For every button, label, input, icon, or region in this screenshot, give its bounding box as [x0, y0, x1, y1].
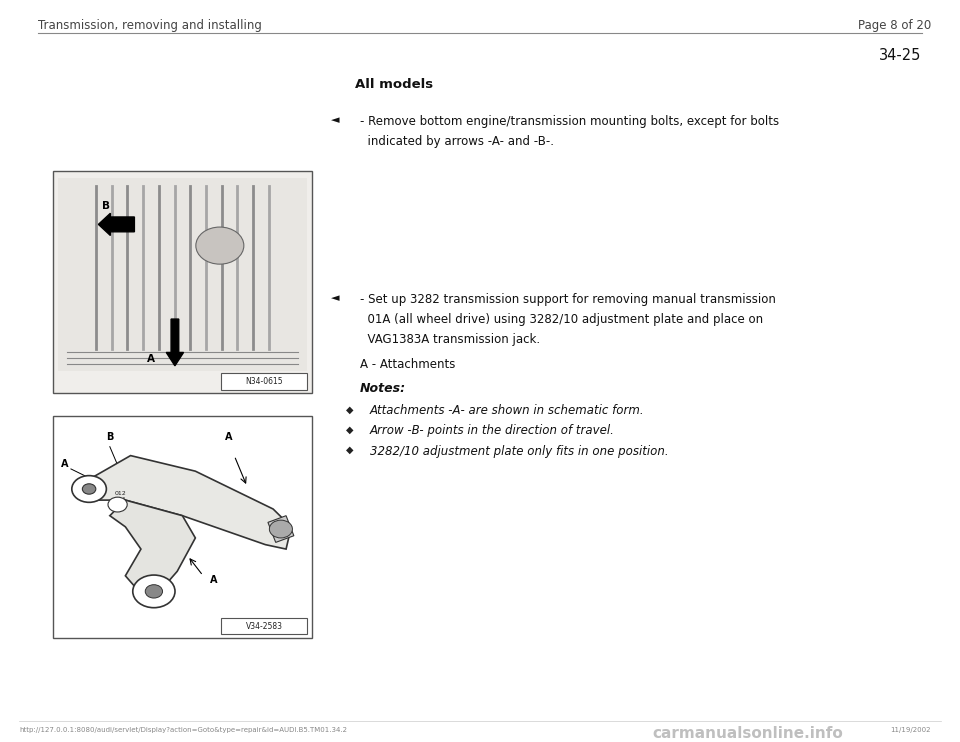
Circle shape: [132, 575, 175, 608]
Text: All models: All models: [355, 78, 433, 91]
FancyBboxPatch shape: [58, 178, 307, 371]
FancyBboxPatch shape: [53, 416, 312, 638]
Text: ◆: ◆: [346, 445, 353, 455]
Text: Arrow -B- points in the direction of travel.: Arrow -B- points in the direction of tra…: [370, 424, 614, 438]
Text: 34-25: 34-25: [879, 48, 922, 63]
Polygon shape: [89, 456, 291, 549]
Circle shape: [72, 476, 107, 502]
Text: - Remove bottom engine/transmission mounting bolts, except for bolts: - Remove bottom engine/transmission moun…: [360, 115, 780, 128]
Text: Transmission, removing and installing: Transmission, removing and installing: [38, 19, 262, 32]
FancyBboxPatch shape: [221, 618, 307, 634]
Text: http://127.0.0.1:8080/audi/servlet/Display?action=Goto&type=repair&id=AUDI.B5.TM: http://127.0.0.1:8080/audi/servlet/Displ…: [19, 727, 348, 733]
Text: 11/19/2002: 11/19/2002: [891, 727, 931, 733]
Circle shape: [145, 585, 162, 598]
Text: - Set up 3282 transmission support for removing manual transmission: - Set up 3282 transmission support for r…: [360, 293, 776, 306]
Text: ◄: ◄: [331, 293, 340, 303]
Text: Notes:: Notes:: [360, 382, 406, 395]
Text: 012
01A: 012 01A: [115, 491, 127, 502]
Text: indicated by arrows -A- and -B-.: indicated by arrows -A- and -B-.: [360, 135, 554, 148]
Text: 3282/10 adjustment plate only fits in one position.: 3282/10 adjustment plate only fits in on…: [370, 445, 668, 459]
Text: ◆: ◆: [346, 424, 353, 434]
Text: 01A (all wheel drive) using 3282/10 adjustment plate and place on: 01A (all wheel drive) using 3282/10 adju…: [360, 313, 763, 326]
Text: VAG1383A transmission jack.: VAG1383A transmission jack.: [360, 333, 540, 347]
Circle shape: [108, 497, 127, 512]
Text: V34-2583: V34-2583: [246, 622, 282, 631]
FancyBboxPatch shape: [221, 373, 307, 390]
FancyArrow shape: [166, 319, 183, 366]
Text: A - Attachments: A - Attachments: [360, 358, 455, 371]
Text: B: B: [102, 201, 109, 211]
Text: N34-0615: N34-0615: [245, 377, 283, 386]
Text: carmanualsonline.info: carmanualsonline.info: [653, 726, 844, 741]
Text: A: A: [209, 575, 217, 585]
FancyArrow shape: [98, 213, 134, 235]
Circle shape: [196, 227, 244, 264]
Text: A: A: [60, 459, 68, 470]
Polygon shape: [268, 516, 294, 542]
Text: ◄: ◄: [331, 115, 340, 125]
Circle shape: [270, 520, 293, 538]
Text: A: A: [147, 354, 155, 364]
Circle shape: [83, 484, 96, 494]
Text: Page 8 of 20: Page 8 of 20: [858, 19, 931, 32]
Text: ◆: ◆: [346, 404, 353, 414]
FancyBboxPatch shape: [53, 171, 312, 393]
Text: Attachments -A- are shown in schematic form.: Attachments -A- are shown in schematic f…: [370, 404, 644, 418]
Text: B: B: [107, 433, 113, 442]
Text: A: A: [226, 433, 233, 442]
Polygon shape: [109, 500, 196, 594]
